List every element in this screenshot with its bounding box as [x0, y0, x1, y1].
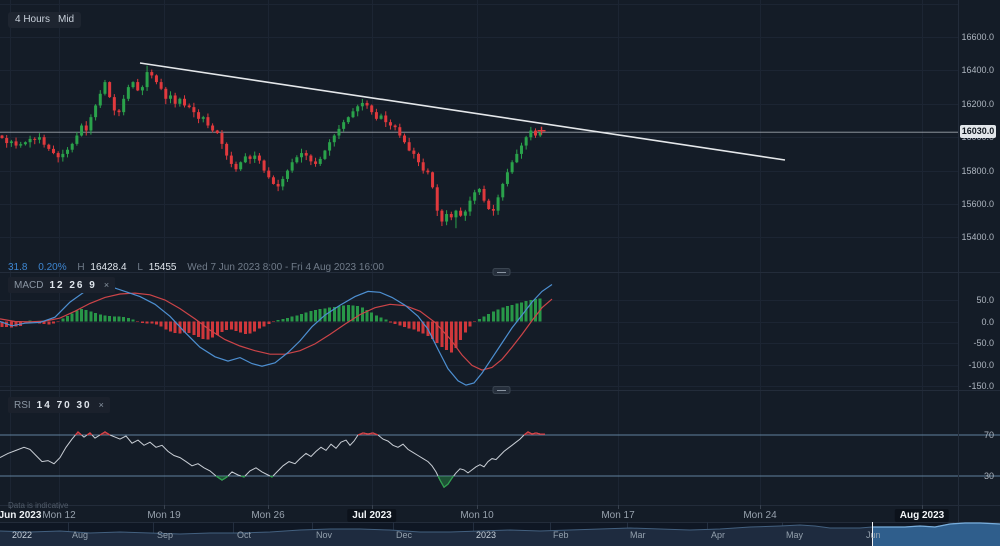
date-range: Wed 7 Jun 2023 8:00 - Fri 4 Aug 2023 16:… [187, 262, 384, 273]
time-axis-label[interactable]: Mon 26 [251, 510, 285, 521]
price-axis-tick: 16600.0 [961, 32, 994, 42]
time-axis-label[interactable]: Jul 2023 [347, 509, 397, 522]
high-label: H [77, 262, 85, 273]
macd-params: 12 26 9 [49, 280, 97, 291]
candles [0, 65, 542, 229]
current-price-tag: 16030.0 [960, 125, 996, 138]
macd-legend: MACD 12 26 9 × [8, 277, 116, 293]
rsi-zone-line [86, 432, 93, 436]
rsi-close-icon[interactable]: × [98, 400, 104, 410]
navigator-label: Aug [72, 530, 89, 540]
time-ticks [10, 505, 923, 509]
trendline[interactable] [139, 62, 786, 161]
rsi-zone-line [99, 431, 111, 436]
high-value: 16428.4 [90, 262, 127, 273]
price-axis-tick: 15400.0 [961, 232, 994, 243]
price-axis-tick: 15600.0 [961, 199, 994, 209]
rsi-legend: RSI 14 70 30 × [8, 397, 110, 413]
low-value: 15455 [148, 262, 177, 273]
rsi-zone-line [269, 475, 274, 478]
macd-signal-line [0, 292, 553, 371]
navigator-selection[interactable] [0, 522, 1000, 546]
navigator-label: Jun [866, 530, 881, 540]
macd-axis-tick: 0.0 [981, 316, 994, 327]
time-axis-label[interactable]: Mon 19 [147, 510, 181, 521]
navigator-label: Mar [630, 530, 646, 540]
rsi-name: RSI [14, 400, 31, 411]
price-axis-tick: 16200.0 [961, 98, 994, 109]
panel-divider-handle[interactable] [492, 268, 511, 276]
time-axis-label[interactable]: Mon 12 [42, 510, 76, 521]
time-axis-label[interactable]: Aug 2023 [894, 509, 950, 522]
navigator-label: Feb [553, 530, 569, 540]
price-type-button[interactable]: Mid [51, 12, 82, 28]
timeframe-button[interactable]: 4 Hours [8, 12, 58, 28]
price-change: 31.8 [8, 262, 28, 273]
macd-close-icon[interactable]: × [103, 280, 110, 290]
gridlines [0, 0, 958, 505]
rsi-zone-line [437, 475, 455, 489]
time-axis-label[interactable]: Mon 17 [601, 510, 635, 521]
time-axis-label[interactable]: Mon 24 [743, 510, 777, 521]
navigator-label: Oct [237, 530, 252, 540]
time-axis-label[interactable]: Mon 10 [460, 510, 494, 521]
price-axis-tick: 15800.0 [961, 165, 994, 176]
rsi-zone-line [357, 432, 379, 436]
rsi-params: 14 70 30 [36, 400, 92, 411]
time-axis-label[interactable]: Jun 2023 [0, 510, 42, 521]
rsi-zone-fill [438, 476, 454, 488]
navigator-label: 2023 [476, 530, 497, 540]
macd-axis-tick: 50.0 [976, 295, 994, 305]
navigator-label: 2022 [12, 530, 33, 540]
panel-divider-handle[interactable] [492, 386, 511, 394]
navigator-label: Sep [157, 530, 174, 540]
low-label: L [137, 262, 143, 273]
macd-axis-tick: -100.0 [968, 359, 994, 370]
rsi-zone-line [523, 431, 545, 436]
rsi-zone-line [74, 431, 82, 436]
macd-axis-tick: -150.0 [968, 381, 994, 391]
macd-name: MACD [14, 280, 44, 291]
navigator-label: Apr [711, 530, 726, 540]
disclaimer-text: Data is indicative [8, 501, 69, 510]
rsi-zone-fill [216, 476, 228, 481]
rsi-axis-tick: 30 [983, 471, 994, 481]
navigator-label: Dec [396, 530, 413, 540]
rsi-zone-fill [100, 431, 110, 435]
rsi-axis-tick: 70 [983, 430, 994, 440]
last-price-marker [537, 126, 546, 135]
price-axis-tick: 16400.0 [961, 65, 994, 76]
rsi-zone-line [215, 475, 229, 481]
navigator-label: May [786, 530, 804, 540]
navigator-label: Nov [316, 530, 333, 540]
macd-axis-tick: -50.0 [973, 338, 994, 348]
rsi-zone-line [240, 475, 246, 478]
price-change-pct: 0.20% [38, 262, 67, 273]
navigator-area [0, 523, 1000, 546]
status-line: 31.8 0.20% H 16428.4 L 15455 Wed 7 Jun 2… [8, 262, 387, 274]
